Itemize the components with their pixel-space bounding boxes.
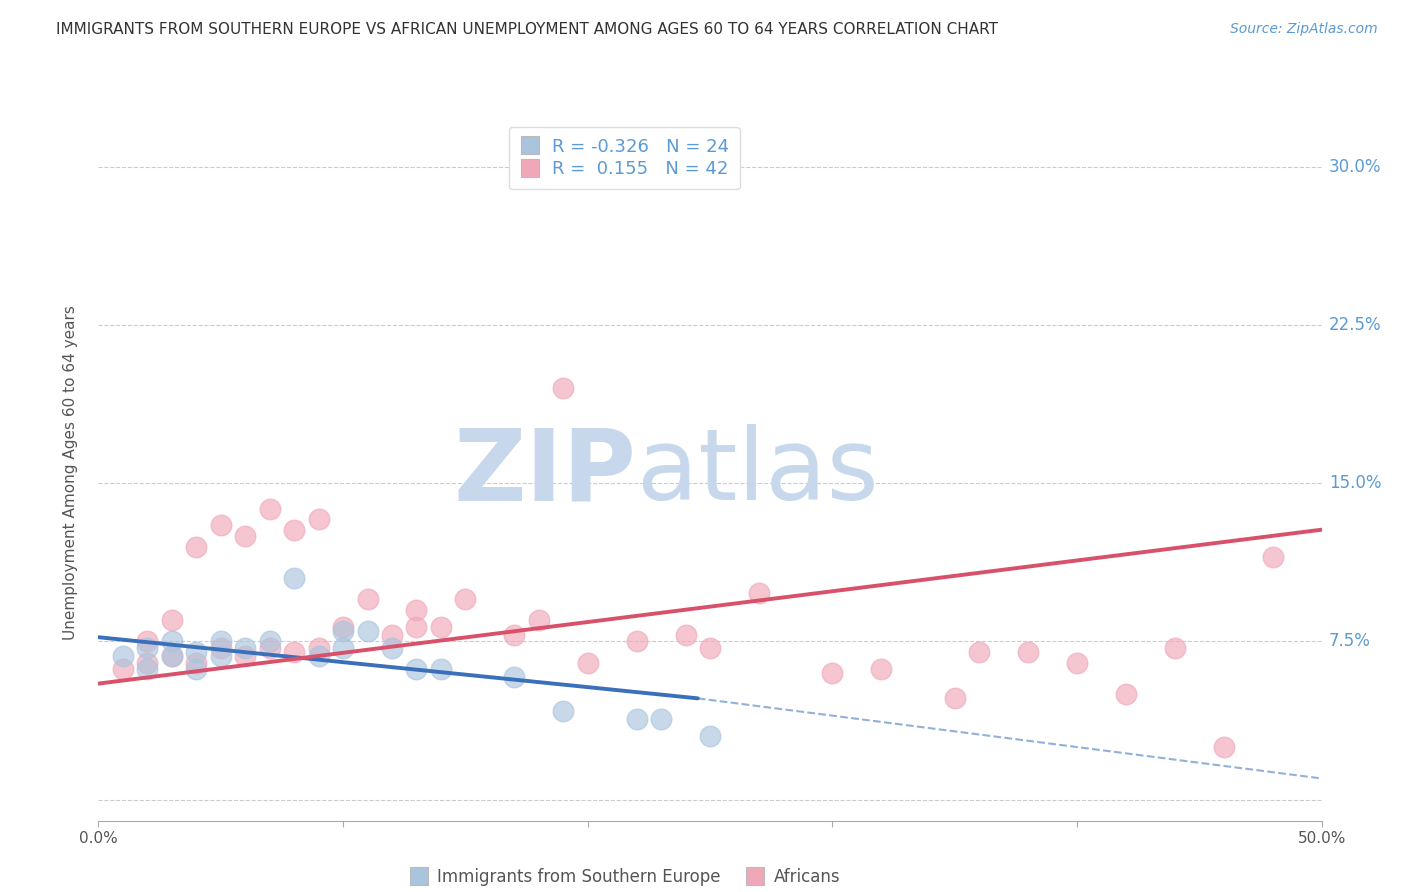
- Point: [626, 634, 648, 648]
- Text: 15.0%: 15.0%: [1329, 475, 1381, 492]
- Point: [259, 634, 281, 648]
- Point: [259, 640, 281, 655]
- Point: [650, 713, 672, 727]
- Point: [454, 592, 477, 607]
- Point: [160, 634, 183, 648]
- Point: [576, 656, 599, 670]
- Point: [308, 640, 330, 655]
- Point: [209, 634, 232, 648]
- Text: 30.0%: 30.0%: [1329, 158, 1381, 176]
- Point: [503, 670, 526, 684]
- Point: [308, 512, 330, 526]
- Point: [1261, 550, 1284, 565]
- Point: [356, 592, 378, 607]
- Point: [699, 729, 721, 743]
- Point: [332, 640, 354, 655]
- Point: [233, 649, 256, 664]
- Text: ZIP: ZIP: [454, 425, 637, 521]
- Point: [430, 662, 453, 676]
- Point: [1017, 645, 1039, 659]
- Point: [209, 649, 232, 664]
- Point: [283, 571, 305, 585]
- Point: [699, 640, 721, 655]
- Point: [308, 649, 330, 664]
- Point: [209, 640, 232, 655]
- Point: [405, 662, 427, 676]
- Point: [943, 691, 966, 706]
- Point: [675, 628, 697, 642]
- Point: [626, 713, 648, 727]
- Text: IMMIGRANTS FROM SOUTHERN EUROPE VS AFRICAN UNEMPLOYMENT AMONG AGES 60 TO 64 YEAR: IMMIGRANTS FROM SOUTHERN EUROPE VS AFRIC…: [56, 22, 998, 37]
- Point: [186, 540, 208, 554]
- Point: [430, 620, 453, 634]
- Point: [186, 645, 208, 659]
- Text: Source: ZipAtlas.com: Source: ZipAtlas.com: [1230, 22, 1378, 37]
- Point: [381, 628, 404, 642]
- Point: [405, 603, 427, 617]
- Point: [186, 656, 208, 670]
- Point: [283, 645, 305, 659]
- Y-axis label: Unemployment Among Ages 60 to 64 years: Unemployment Among Ages 60 to 64 years: [63, 305, 77, 640]
- Point: [332, 620, 354, 634]
- Point: [503, 628, 526, 642]
- Point: [233, 640, 256, 655]
- Legend: Immigrants from Southern Europe, Africans: Immigrants from Southern Europe, African…: [402, 861, 846, 892]
- Point: [160, 649, 183, 664]
- Text: atlas: atlas: [637, 425, 879, 521]
- Point: [553, 381, 575, 395]
- Text: 22.5%: 22.5%: [1329, 316, 1381, 334]
- Point: [136, 640, 159, 655]
- Point: [527, 613, 550, 627]
- Point: [332, 624, 354, 638]
- Point: [136, 662, 159, 676]
- Point: [748, 586, 770, 600]
- Point: [1212, 739, 1234, 754]
- Point: [381, 640, 404, 655]
- Point: [283, 523, 305, 537]
- Point: [870, 662, 893, 676]
- Point: [111, 662, 134, 676]
- Point: [136, 634, 159, 648]
- Point: [111, 649, 134, 664]
- Point: [233, 529, 256, 543]
- Point: [259, 501, 281, 516]
- Point: [1164, 640, 1187, 655]
- Point: [186, 662, 208, 676]
- Point: [821, 666, 844, 681]
- Point: [967, 645, 990, 659]
- Point: [160, 613, 183, 627]
- Point: [209, 518, 232, 533]
- Point: [160, 649, 183, 664]
- Point: [356, 624, 378, 638]
- Point: [1066, 656, 1088, 670]
- Text: 7.5%: 7.5%: [1329, 632, 1371, 650]
- Point: [136, 656, 159, 670]
- Point: [405, 620, 427, 634]
- Point: [553, 704, 575, 718]
- Point: [1115, 687, 1137, 701]
